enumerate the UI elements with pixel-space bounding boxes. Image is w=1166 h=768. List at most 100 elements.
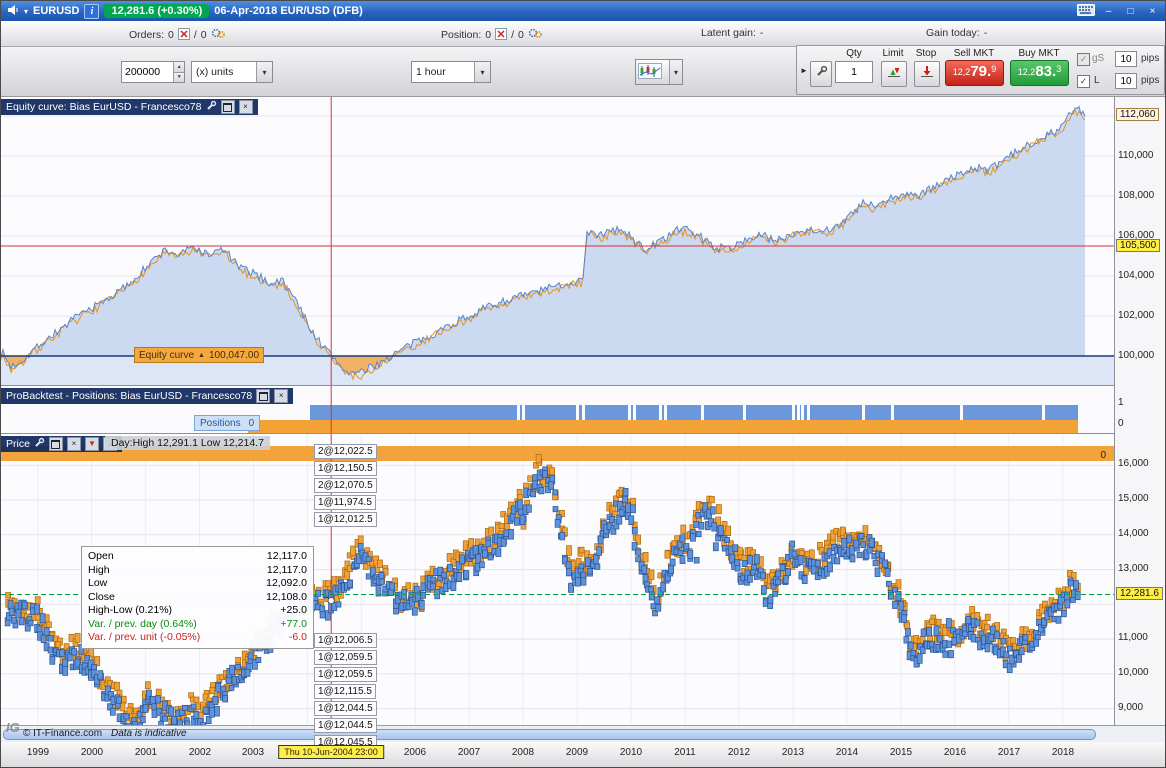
restore-icon [258,391,268,401]
quantity-input[interactable] [122,66,174,78]
close-panel-button[interactable]: × [274,389,289,403]
day-high-low-info: Day:High 12,291.1 Low 12,214.7 [105,436,270,450]
position-settings-gears-icon[interactable] [528,27,543,43]
equity-plot-area[interactable] [1,97,1114,385]
positions-plot-area[interactable] [1,386,1114,433]
limit-order-icon [886,64,902,85]
scrollbar-row [1,725,1165,742]
timeline-year: 2000 [80,747,104,758]
maximize-button[interactable]: □ [1127,5,1134,17]
qty-label: Qty [846,48,862,59]
price-plot-area[interactable]: 0 [1,434,1114,725]
timeline-year: 2017 [997,747,1021,758]
buy-market-button[interactable]: 12,2 83. 3 [1010,60,1069,86]
gain-today-value: - [983,27,988,39]
close-button[interactable]: × [1149,5,1156,17]
scroll-down-button[interactable]: ▼ [84,437,99,451]
position-label: Position: [441,29,482,41]
stop-order-button[interactable] [914,61,940,87]
limit-order-button[interactable] [881,61,907,87]
equity-last-value-badge: 112,060 [1116,108,1160,121]
horizontal-scrollbar[interactable] [3,729,1096,740]
restore-icon [223,102,232,112]
chevron-down-icon[interactable]: ▾ [669,60,682,84]
crosshair-date-badge: Thu 10-Jun-2004 23:00 [278,745,384,759]
close-position-icon[interactable] [495,27,508,43]
backtest-positions-panel: ProBacktest - Positions: Bias EurUSD - F… [1,385,1114,433]
time-axis: 1999 2000 2001 2002 2003 2006 2007 2008 2009 2010… [1,742,1165,767]
sell-price-sup: 9 [991,64,997,74]
timeline-year: 2010 [619,747,643,758]
spin-down-icon[interactable]: ▼ [174,71,184,82]
keyboard-icon[interactable] [1077,3,1095,19]
timeframe-select[interactable]: 1 hour ▾ [411,61,491,83]
equity-axis-label: 108,000 [1118,190,1155,201]
buy-price-big: 83. [1035,63,1057,80]
positions-legend-label: Positions [200,417,241,429]
chevron-down-icon[interactable]: ▾ [474,62,490,82]
minimize-button[interactable]: – [1105,5,1112,17]
position-pending-count: 0 [518,29,524,41]
equity-axis-label: 110,000 [1118,150,1154,161]
limit-distance-checkbox[interactable]: ✓ [1077,75,1090,88]
l-pips-field[interactable]: 10 [1115,73,1137,89]
orders-pending-count: 0 [200,29,207,41]
buy-mkt-label: Buy MKT [1018,48,1060,59]
restore-window-button[interactable] [220,100,235,114]
buy-price-prefix: 12,2 [1017,67,1036,77]
chart-type-button[interactable]: ▾ [635,59,683,85]
wrench-icon [815,65,828,83]
orders-separator: / [193,29,197,41]
symbol-dropdown-icon[interactable]: ▾ [24,6,29,16]
close-panel-button[interactable]: × [238,100,253,114]
orders-settings-gears-icon[interactable] [211,27,226,43]
equity-value-marker: Equity curve ▲ 100,047.00 [134,347,265,363]
tooltip-row: Var. / prev. day (0.64%) +77.0 [88,617,307,630]
collapse-panel-icon[interactable]: ► [800,66,808,75]
symbol-label[interactable]: EURUSD [33,5,80,17]
units-select[interactable]: (x) units ▾ [191,61,273,83]
cancel-orders-icon[interactable] [177,27,190,43]
qty-field[interactable] [835,61,873,83]
info-icon[interactable]: i [84,3,100,19]
window-title-bar: ▾ EURUSD i 12,281.6 (+0.30%) 06-Apr-2018… [1,1,1165,21]
tooltip-row: Close 12,108.0 [88,590,307,603]
price-axis-label: 16,000 [1118,458,1149,469]
tooltip-row: High-Low (0.21%) +25.0 [88,604,307,616]
spin-up-icon[interactable]: ▲ [174,62,184,72]
restore-window-button[interactable] [256,389,271,403]
timeline-year: 2016 [943,747,967,758]
close-panel-button[interactable]: × [66,437,81,451]
equity-axis-label: 100,000 [1118,350,1155,361]
equity-marker-label: Equity curve [139,349,195,361]
wrench-icon[interactable] [206,100,217,114]
chevron-down-icon[interactable]: ▾ [256,62,272,82]
gs-pips-field[interactable]: 10 [1115,51,1137,67]
quantity-stepper[interactable]: ▲▼ [121,61,185,83]
qty-input[interactable] [836,66,872,78]
wrench-icon[interactable] [34,437,45,451]
copyright-text: © IT-Finance.com [23,728,103,739]
price-y-axis: 16,000 15,000 14,000 13,000 11,000 10,000 9,00… [1114,433,1165,725]
sell-market-button[interactable]: 12,2 79. 9 [945,60,1004,86]
equity-marker-value: 100,047.00 [208,349,260,361]
restore-window-button[interactable] [48,437,63,451]
speaker-icon[interactable] [7,4,19,19]
timeline-year: 2015 [889,747,913,758]
price-change-badge: 12,281.6 (+0.30%) [104,4,210,18]
guaranteed-stop-checkbox[interactable]: ✓ [1077,53,1090,66]
positions-legend: Positions 0 [194,415,261,431]
equity-axis-label: 106,000 [1118,230,1155,241]
order-settings-button[interactable] [810,61,832,87]
quantity-spin-buttons[interactable]: ▲ ▼ [173,62,184,82]
price-axis-label: 9,000 [1118,702,1144,713]
svg-text:0: 0 [1100,450,1106,461]
price-axis-label: 15,000 [1118,493,1149,504]
sell-price-prefix: 12,2 [952,67,971,77]
gain-today-status: Gain today: - [926,27,987,39]
stop-label: Stop [915,48,937,59]
l-pips-unit: pips [1141,75,1160,86]
latent-gain-value: - [759,27,764,39]
price-axis-label: 11,000 [1118,632,1148,643]
buy-price-sup: 3 [1056,64,1062,74]
